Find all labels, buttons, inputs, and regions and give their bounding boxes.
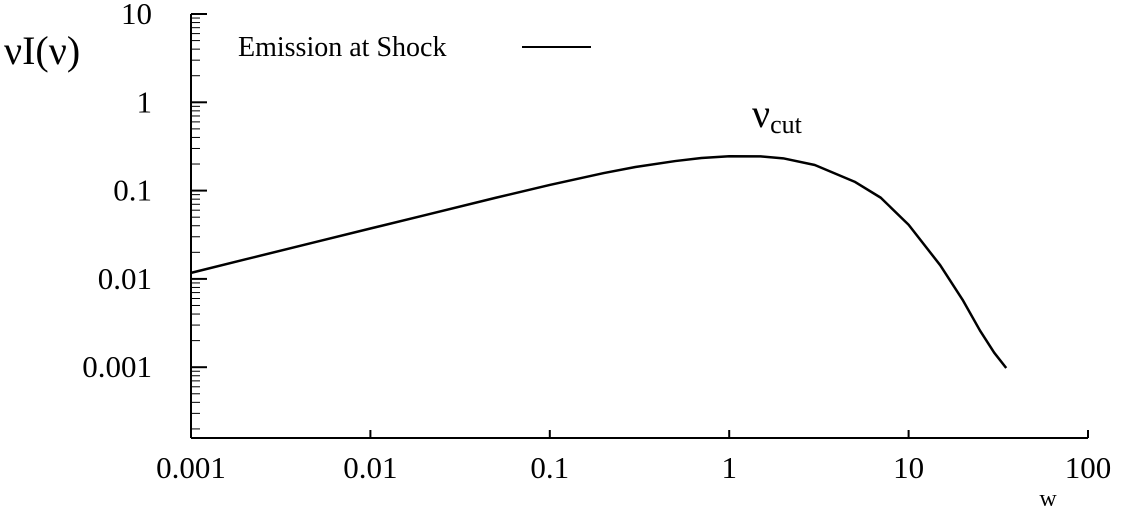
cutoff-annotation-subscript: cut [770, 110, 803, 139]
y-minor-ticks [191, 17, 200, 430]
x-tick-label: 10 [893, 450, 924, 485]
y-axis-title: νI(ν) [4, 28, 80, 73]
y-tick-labels: 10 1 0.1 0.01 0.001 [82, 0, 152, 384]
cutoff-annotation: νcut [752, 91, 803, 139]
legend-label: Emission at Shock [238, 32, 446, 63]
x-tick-label: 100 [1065, 450, 1112, 485]
x-tick-labels: 0.001 0.01 0.1 1 10 100 [156, 450, 1111, 485]
y-tick-label: 0.001 [82, 349, 152, 384]
x-tick-label: 0.1 [530, 450, 569, 485]
x-axis-title: w [1039, 486, 1057, 510]
y-tick-label: 0.1 [113, 173, 152, 208]
series-line-emission-at-shock [190, 154, 1008, 369]
y-major-ticks [191, 13, 207, 369]
x-tick-label: 1 [721, 450, 737, 485]
legend: Emission at Shock [238, 32, 591, 63]
x-tick-label: 0.01 [343, 450, 397, 485]
x-tick-label: 0.001 [156, 450, 226, 485]
y-tick-label: 0.01 [98, 261, 152, 296]
x-major-ticks [190, 430, 1089, 438]
y-tick-label: 10 [121, 0, 152, 31]
y-tick-label: 1 [137, 84, 153, 119]
cutoff-annotation-symbol: ν [752, 91, 770, 136]
